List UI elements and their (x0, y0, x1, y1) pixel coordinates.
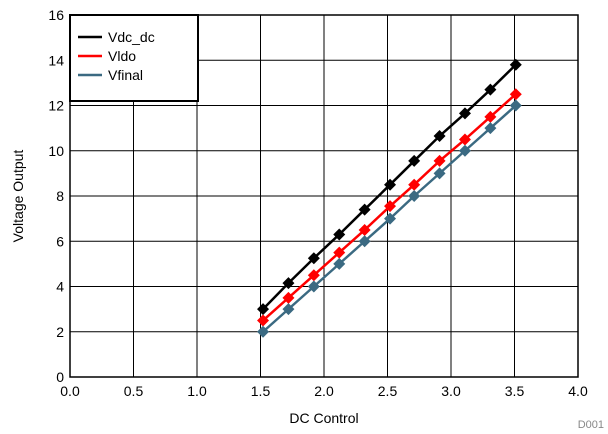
data-point (358, 235, 371, 248)
y-tick-label: 0 (56, 369, 64, 385)
x-tick-label: 4.0 (568, 383, 588, 399)
data-point (408, 190, 421, 202)
x-axis-label: DC Control (289, 410, 358, 426)
x-tick-label: 0.0 (60, 383, 80, 399)
legend-label: Vldo (108, 48, 136, 64)
series-layer (257, 58, 522, 338)
data-point (509, 58, 522, 71)
data-point (358, 223, 371, 236)
data-point (384, 212, 397, 225)
series-vfinal (257, 99, 522, 338)
x-tick-label: 2.5 (378, 383, 398, 399)
y-tick-label: 8 (56, 188, 64, 204)
data-point (384, 200, 397, 213)
y-tick-label: 4 (56, 279, 64, 295)
y-tick-label: 16 (48, 7, 64, 23)
y-tick-label: 12 (48, 98, 64, 114)
data-point (509, 99, 522, 112)
data-point (257, 314, 270, 327)
data-point (408, 178, 421, 191)
data-point (458, 133, 471, 146)
y-tick-label: 6 (56, 233, 64, 249)
data-point (458, 144, 471, 157)
data-point (484, 122, 497, 135)
y-axis-label: Voltage Output (10, 150, 26, 243)
x-tick-label: 1.5 (251, 383, 271, 399)
data-point (333, 228, 346, 241)
data-point (484, 110, 497, 123)
data-point (333, 246, 346, 259)
data-point (458, 107, 471, 120)
data-point (257, 325, 270, 338)
data-point (384, 178, 397, 191)
y-tick-label: 14 (48, 52, 64, 68)
data-point (509, 88, 522, 101)
x-tick-label: 2.0 (314, 383, 334, 399)
data-point (282, 291, 295, 304)
series-vldo (257, 88, 522, 327)
tick-labels: 0.0 0.5 1.0 1.5 2.0 2.5 3.0 3.5 4.0 0 2 4 6 8 10 12 14 16 (48, 7, 588, 399)
data-point (433, 167, 446, 180)
data-point (257, 303, 270, 316)
x-tick-label: 1.0 (187, 383, 207, 399)
x-tick-label: 3.0 (441, 383, 461, 399)
x-tick-label: 3.5 (505, 383, 525, 399)
data-point (333, 257, 346, 270)
legend-label: Vdc_dc (108, 29, 155, 45)
legend-box (69, 14, 199, 102)
data-point (433, 154, 446, 167)
data-point (282, 303, 295, 316)
series-vdc-dc (257, 58, 522, 316)
data-point (484, 83, 497, 96)
y-tick-label: 10 (48, 143, 64, 159)
data-point (358, 203, 371, 216)
data-point (282, 277, 295, 290)
data-point (307, 269, 320, 282)
legend: Vdc_dc Vldo Vfinal (69, 14, 199, 102)
plot-area-border (69, 14, 579, 378)
data-point (433, 130, 446, 143)
y-tick-label: 2 (56, 324, 64, 340)
data-point (307, 252, 320, 265)
data-point (307, 280, 320, 293)
x-tick-label: 0.5 (124, 383, 144, 399)
figure-id: D001 (578, 419, 604, 431)
legend-label: Vfinal (108, 67, 143, 83)
data-point (408, 154, 421, 167)
gridlines (70, 15, 578, 377)
